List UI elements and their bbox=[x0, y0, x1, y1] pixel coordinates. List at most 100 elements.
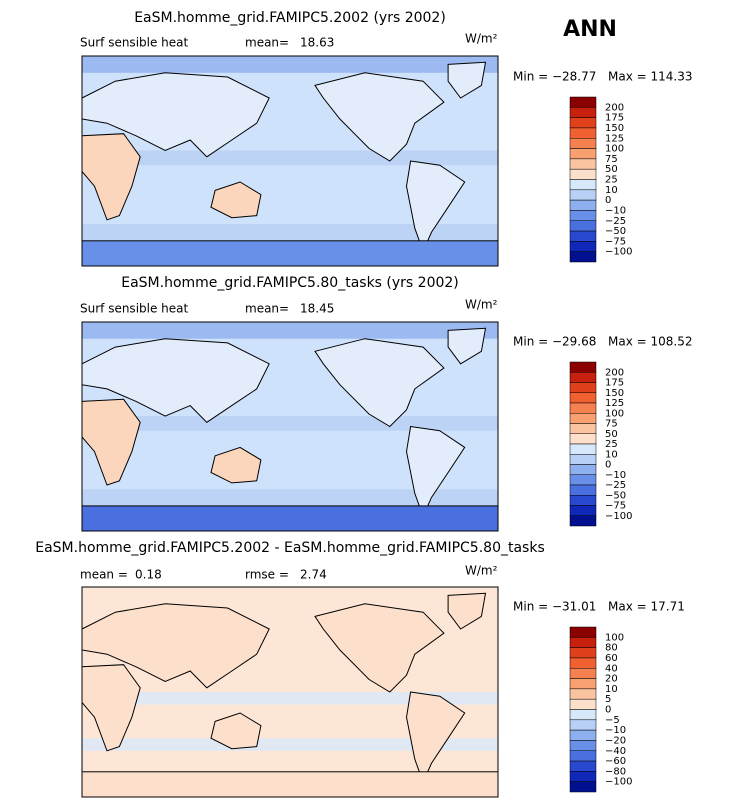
continent bbox=[81, 664, 141, 752]
colorbar-label: 75 bbox=[605, 154, 618, 165]
colorbar-box bbox=[569, 372, 597, 383]
colorbar-box bbox=[569, 158, 597, 170]
map-contour bbox=[82, 322, 498, 339]
colorbar-label: −80 bbox=[605, 766, 626, 777]
colorbar-label: 175 bbox=[605, 378, 624, 389]
antarctica bbox=[81, 505, 499, 532]
colorbar-box bbox=[569, 241, 597, 252]
max-value: Max = 114.33 bbox=[608, 70, 692, 84]
panel-label: mean = bbox=[80, 568, 128, 582]
colorbar-box bbox=[569, 230, 597, 242]
colorbar-label: −50 bbox=[605, 490, 626, 501]
colorbar-box bbox=[569, 251, 597, 263]
colorbar-label: −50 bbox=[605, 226, 626, 237]
colorbar-box bbox=[569, 413, 597, 424]
map-contour bbox=[82, 489, 498, 506]
continent bbox=[81, 338, 270, 423]
colorbar-label: 100 bbox=[605, 408, 624, 419]
panel-title: EaSM.homme_grid.FAMIPC5.2002 - EaSM.homm… bbox=[35, 540, 545, 556]
colorbar-box bbox=[569, 433, 597, 445]
min-value: Min = −28.77 bbox=[513, 70, 596, 84]
map-frame bbox=[81, 321, 499, 532]
colorbar-box bbox=[569, 678, 597, 690]
colorbar-box bbox=[569, 698, 597, 710]
continent bbox=[405, 691, 466, 784]
colorbar-label: 50 bbox=[605, 429, 618, 440]
colorbar-box bbox=[569, 199, 597, 211]
colorbar-label: 60 bbox=[605, 653, 618, 664]
colorbar-label: −100 bbox=[605, 511, 632, 522]
colorbar-box bbox=[569, 760, 597, 772]
colorbar-label: −5 bbox=[605, 715, 620, 726]
colorbar-label: 200 bbox=[605, 102, 624, 113]
continent bbox=[405, 425, 466, 518]
colorbar-label: −20 bbox=[605, 735, 626, 746]
colorbar-label: 175 bbox=[605, 113, 624, 124]
continent bbox=[81, 398, 141, 486]
continent bbox=[447, 327, 487, 365]
map-frame bbox=[81, 586, 499, 798]
colorbar-box bbox=[569, 474, 597, 486]
colorbar-box bbox=[569, 220, 597, 232]
colorbar-box bbox=[569, 771, 597, 782]
continent bbox=[405, 160, 466, 253]
map-contour bbox=[82, 56, 498, 73]
continent bbox=[210, 712, 262, 750]
colorbar-label: −10 bbox=[605, 470, 626, 481]
colorbar-box bbox=[569, 210, 597, 221]
map-contour bbox=[82, 150, 498, 166]
colorbar-box bbox=[569, 402, 597, 414]
panel-label: 0.18 bbox=[135, 568, 162, 582]
colorbar-label: −25 bbox=[605, 480, 626, 491]
colorbar-box bbox=[569, 168, 597, 180]
colorbar-label: 10 bbox=[605, 185, 618, 196]
min-value: Min = −31.01 bbox=[513, 600, 596, 614]
continent bbox=[447, 592, 487, 630]
colorbar-box bbox=[569, 179, 597, 191]
max-value: Max = 17.71 bbox=[608, 600, 685, 614]
colorbar-label: 0 bbox=[605, 195, 611, 206]
panel-label: 18.63 bbox=[300, 36, 334, 50]
min-value: Min = −29.68 bbox=[513, 335, 596, 349]
continent bbox=[81, 133, 141, 221]
map-contour bbox=[82, 416, 498, 431]
colorbar-box bbox=[569, 127, 597, 139]
colorbar-box bbox=[569, 668, 597, 679]
map-contour bbox=[82, 692, 498, 705]
colorbar-box bbox=[569, 138, 597, 149]
colorbar-label: −40 bbox=[605, 746, 626, 757]
colorbar-label: 100 bbox=[605, 144, 624, 155]
colorbar-box bbox=[569, 688, 597, 700]
colorbar-box bbox=[569, 515, 597, 527]
colorbar-label: −10 bbox=[605, 725, 626, 736]
colorbar-box bbox=[569, 423, 597, 434]
colorbar-box bbox=[569, 750, 597, 762]
colorbar-label: −10 bbox=[605, 205, 626, 216]
colorbar-box bbox=[569, 740, 597, 751]
colorbar-label: 50 bbox=[605, 164, 618, 175]
antarctica bbox=[81, 771, 499, 798]
continent bbox=[314, 338, 445, 428]
colorbar-label: 150 bbox=[605, 388, 624, 399]
colorbar-box bbox=[569, 719, 597, 731]
units: W/m² bbox=[465, 564, 498, 578]
max-value: Max = 108.52 bbox=[608, 335, 692, 349]
colorbar-label: 200 bbox=[605, 367, 624, 378]
continent bbox=[81, 603, 270, 689]
panel-label: rmse = bbox=[245, 568, 289, 582]
colorbar-box bbox=[569, 107, 597, 118]
colorbar-label: 10 bbox=[605, 684, 618, 695]
colorbar-label: 150 bbox=[605, 123, 624, 134]
continent bbox=[314, 72, 445, 162]
colorbar-box bbox=[569, 484, 597, 496]
map-frame bbox=[81, 55, 499, 267]
colorbar-box bbox=[569, 709, 597, 721]
colorbar-box bbox=[569, 781, 597, 793]
colorbar-label: 125 bbox=[605, 133, 624, 144]
panel-label: Surf sensible heat bbox=[80, 302, 189, 316]
panel-label: mean= bbox=[245, 302, 289, 316]
colorbar-label: 100 bbox=[605, 632, 624, 643]
units: W/m² bbox=[465, 32, 498, 46]
antarctica bbox=[81, 240, 499, 267]
